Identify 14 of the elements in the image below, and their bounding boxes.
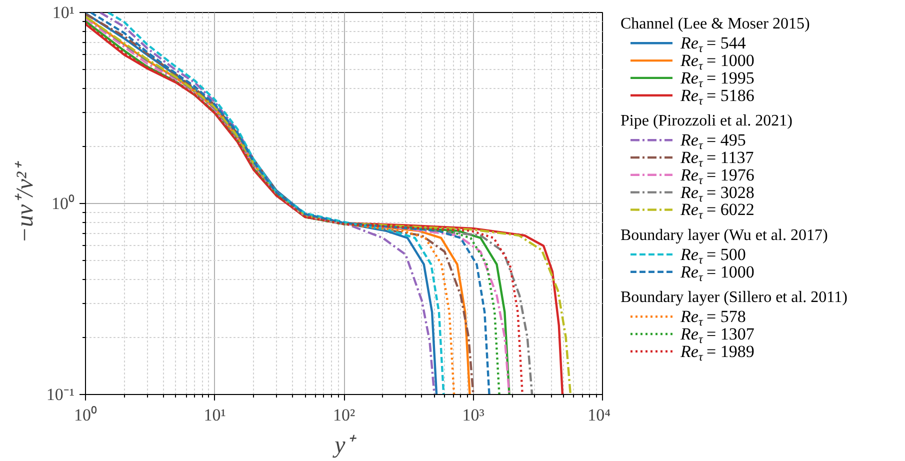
y-tick-label: 10⁰ <box>52 194 74 213</box>
y-axis-title: −uv⁺/v²⁺ <box>12 160 38 244</box>
x-tick-label: 10³ <box>462 406 484 424</box>
x-tick-label: 10² <box>332 406 356 424</box>
x-tick-label: 10¹ <box>204 406 226 424</box>
x-axis-title: y⁺ <box>332 432 356 458</box>
text: Boundary layer (Wu et al. 2017) <box>620 226 828 244</box>
y-tick-label: 10¹ <box>52 3 75 22</box>
y-tick-label: 10⁻¹ <box>46 385 75 404</box>
text: Pipe (Pirozzoli et al. 2021) <box>620 112 792 130</box>
text: Boundary layer (Sillero et al. 2011) <box>620 289 848 306</box>
text: Channel (Lee & Moser 2015) <box>620 16 810 33</box>
x-tick-label: 10⁴ <box>588 406 611 424</box>
x-tick-label: 10⁰ <box>74 406 97 424</box>
